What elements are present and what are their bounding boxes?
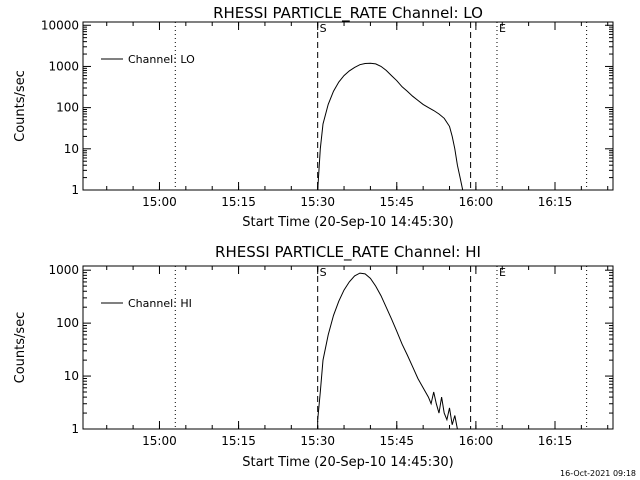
y-tick-label: 10 [64, 142, 79, 156]
plot-frame [82, 265, 614, 430]
hi-channel-panel: RHESSI PARTICLE_RATE Channel: HI 15:00 15:… [13, 243, 614, 470]
x-tick-label: 15:30 [300, 195, 335, 209]
event-marker-label: E [499, 22, 506, 35]
y-tick-label: 1 [71, 422, 79, 436]
y-axis-label: Counts/sec [13, 70, 28, 142]
lo-channel-panel: RHESSI PARTICLE_RATE Channel: LO 15:00 15:… [13, 4, 614, 230]
x-tick-label: 15:00 [142, 195, 177, 209]
y-tick-label: 10000 [41, 18, 79, 32]
plot-frame [82, 21, 614, 191]
x-tick-label: 15:45 [379, 195, 414, 209]
y-tick-label: 100 [56, 316, 79, 330]
x-axis-label: Start Time (20-Sep-10 14:45:30) [242, 455, 453, 470]
series-line [317, 62, 464, 191]
x-tick-label: 15:15 [221, 434, 256, 448]
x-tick-label: 15:15 [221, 195, 256, 209]
legend-entry: Channel: LO [128, 53, 195, 66]
x-axis-label: Start Time (20-Sep-10 14:45:30) [242, 215, 453, 230]
event-marker-label: E [499, 266, 506, 279]
chart-title: RHESSI PARTICLE_RATE Channel: LO [213, 4, 483, 23]
generated-timestamp: 16-Oct-2021 09:18 [560, 469, 636, 478]
y-tick-label: 1000 [48, 59, 79, 73]
y-tick-label: 1000 [48, 263, 79, 277]
legend-entry: Channel: HI [128, 297, 192, 310]
x-tick-label: 16:00 [459, 195, 494, 209]
x-tick-label: 15:45 [379, 434, 414, 448]
x-tick-label: 16:15 [538, 434, 573, 448]
chart-title: RHESSI PARTICLE_RATE Channel: HI [215, 243, 481, 262]
event-marker-label: S [320, 266, 327, 279]
y-axis-label: Counts/sec [13, 312, 28, 384]
y-tick-label: 100 [56, 101, 79, 115]
x-tick-label: 16:00 [459, 434, 494, 448]
x-tick-label: 15:30 [300, 434, 335, 448]
x-tick-label: 16:15 [538, 195, 573, 209]
y-tick-label: 1 [71, 183, 79, 197]
event-marker-label: S [320, 22, 327, 35]
x-tick-label: 15:00 [142, 434, 177, 448]
series-line [317, 272, 458, 430]
y-tick-label: 10 [64, 369, 79, 383]
